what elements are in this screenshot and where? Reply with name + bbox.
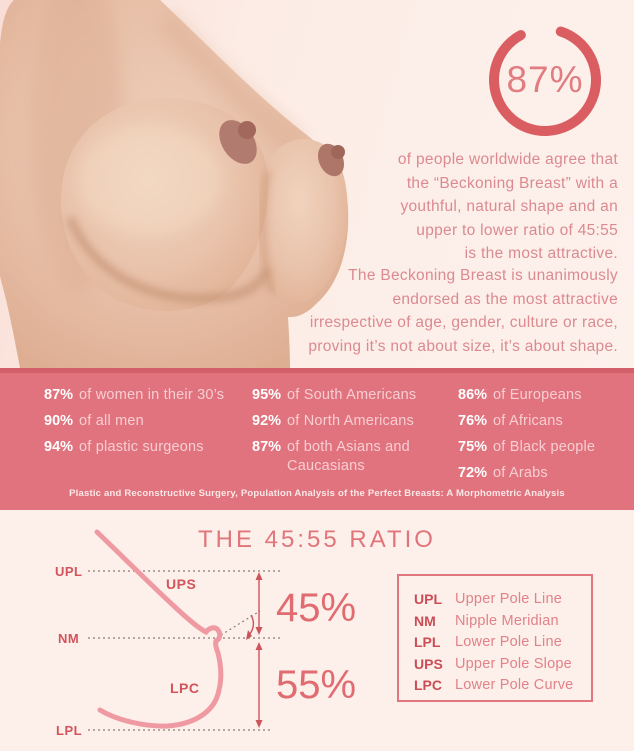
ratio-section: THE 45:55 RATIO UPL NM LPL UPS LPC 45 <box>0 510 634 751</box>
stat-percent: 92% <box>252 413 282 429</box>
profile-curve <box>94 529 224 729</box>
stat-text: of both Asians and Caucasians <box>287 439 410 474</box>
stat-percent: 76% <box>458 413 488 429</box>
stat-item: 75% of Black people <box>458 438 634 457</box>
stat-item: 76% of Africans <box>458 412 634 431</box>
source-citation: Plastic and Reconstructive Surgery, Popu… <box>69 488 565 499</box>
label-ups: UPS <box>166 576 197 592</box>
legend-abbr: UPS <box>414 655 443 672</box>
stat-percent: 72% <box>458 465 488 481</box>
stat-item: 87% of women in their 30’s <box>44 386 252 405</box>
legend-abbr: LPC <box>414 677 442 693</box>
legend-row: UPL Upper Pole Line <box>414 589 591 611</box>
stat-text: of South Americans <box>287 387 417 403</box>
stat-text: of women in their 30’s <box>79 387 225 403</box>
stats-band: 87% of women in their 30’s 90% of all men … <box>0 368 634 510</box>
stats-column-3: 86% of Europeans 76% of Africans 75% of Bla… <box>458 386 634 490</box>
stat-percent: 87% <box>252 439 282 455</box>
stat-percent: 86% <box>458 387 488 403</box>
legend-name: Upper Pole Line <box>455 591 562 607</box>
stat-percent: 87% <box>44 387 74 403</box>
legend-row: NM Nipple Meridian <box>414 611 591 633</box>
hero-section: 87% of people worldwide agree that the “… <box>0 0 634 368</box>
stat-item: 87% of both Asians and Caucasians <box>252 438 458 476</box>
angle-arrowhead <box>246 630 252 640</box>
stats-column-1: 87% of women in their 30’s 90% of all men … <box>44 386 252 490</box>
donut-ring-icon <box>489 24 601 136</box>
label-upl: UPL <box>55 564 83 579</box>
hero-paragraph-2: The Beckoning Breast is unanimously endo… <box>308 267 618 355</box>
stat-text: of plastic surgeons <box>79 439 204 455</box>
stat-item: 95% of South Americans <box>252 386 458 405</box>
stat-item: 94% of plastic surgeons <box>44 438 252 457</box>
stat-percent: 95% <box>252 387 282 403</box>
near-nipple <box>238 121 256 139</box>
stat-percent: 94% <box>44 439 74 455</box>
legend-row: UPS Upper Pole Slope <box>414 654 591 676</box>
far-nipple <box>331 145 345 159</box>
legend-abbr: UPL <box>414 591 442 607</box>
angle-dotted-line <box>220 610 261 636</box>
stat-percent: 90% <box>44 413 74 429</box>
legend-box: UPL Upper Pole Line NM Nipple Meridian LPL… <box>397 574 593 702</box>
stat-text: of Black people <box>493 439 596 455</box>
legend-name: Lower Pole Curve <box>455 677 574 693</box>
donut-value: 87% <box>506 59 584 100</box>
ratio-diagram <box>88 529 283 731</box>
legend-name: Upper Pole Slope <box>455 655 572 672</box>
stats-columns: 87% of women in their 30’s 90% of all men … <box>0 373 634 490</box>
legend-abbr: NM <box>414 612 436 629</box>
stat-text: of all men <box>79 413 144 429</box>
legend-abbr: LPL <box>414 634 441 650</box>
stat-item: 90% of all men <box>44 412 252 431</box>
legend-name: Lower Pole Line <box>455 634 562 650</box>
donut-chart: 87% <box>486 21 604 139</box>
label-lpc: LPC <box>170 680 200 696</box>
stat-text: of Europeans <box>493 387 582 403</box>
stats-column-2: 95% of South Americans 92% of North Americ… <box>252 386 458 490</box>
stat-text: of North Americans <box>287 413 414 429</box>
breast-illustration <box>0 0 349 368</box>
stat-item: 72% of Arabs <box>458 464 634 483</box>
stat-text: of Arabs <box>493 465 548 481</box>
legend-name: Nipple Meridian <box>455 612 559 629</box>
label-lpl: LPL <box>56 723 83 738</box>
legend-row: LPL Lower Pole Line <box>414 632 591 654</box>
stat-percent: 75% <box>458 439 488 455</box>
upper-pole-percent: 45% <box>276 586 357 630</box>
section-title: THE 45:55 RATIO <box>198 526 436 553</box>
hero-paragraph-1: of people worldwide agree that the “Beck… <box>397 151 618 262</box>
stat-text: of Africans <box>493 413 563 429</box>
label-nm: NM <box>58 631 80 646</box>
lower-pole-percent: 55% <box>276 663 357 707</box>
legend-row: LPC Lower Pole Curve <box>414 675 591 697</box>
stat-item: 92% of North Americans <box>252 412 458 431</box>
stat-item: 86% of Europeans <box>458 386 634 405</box>
